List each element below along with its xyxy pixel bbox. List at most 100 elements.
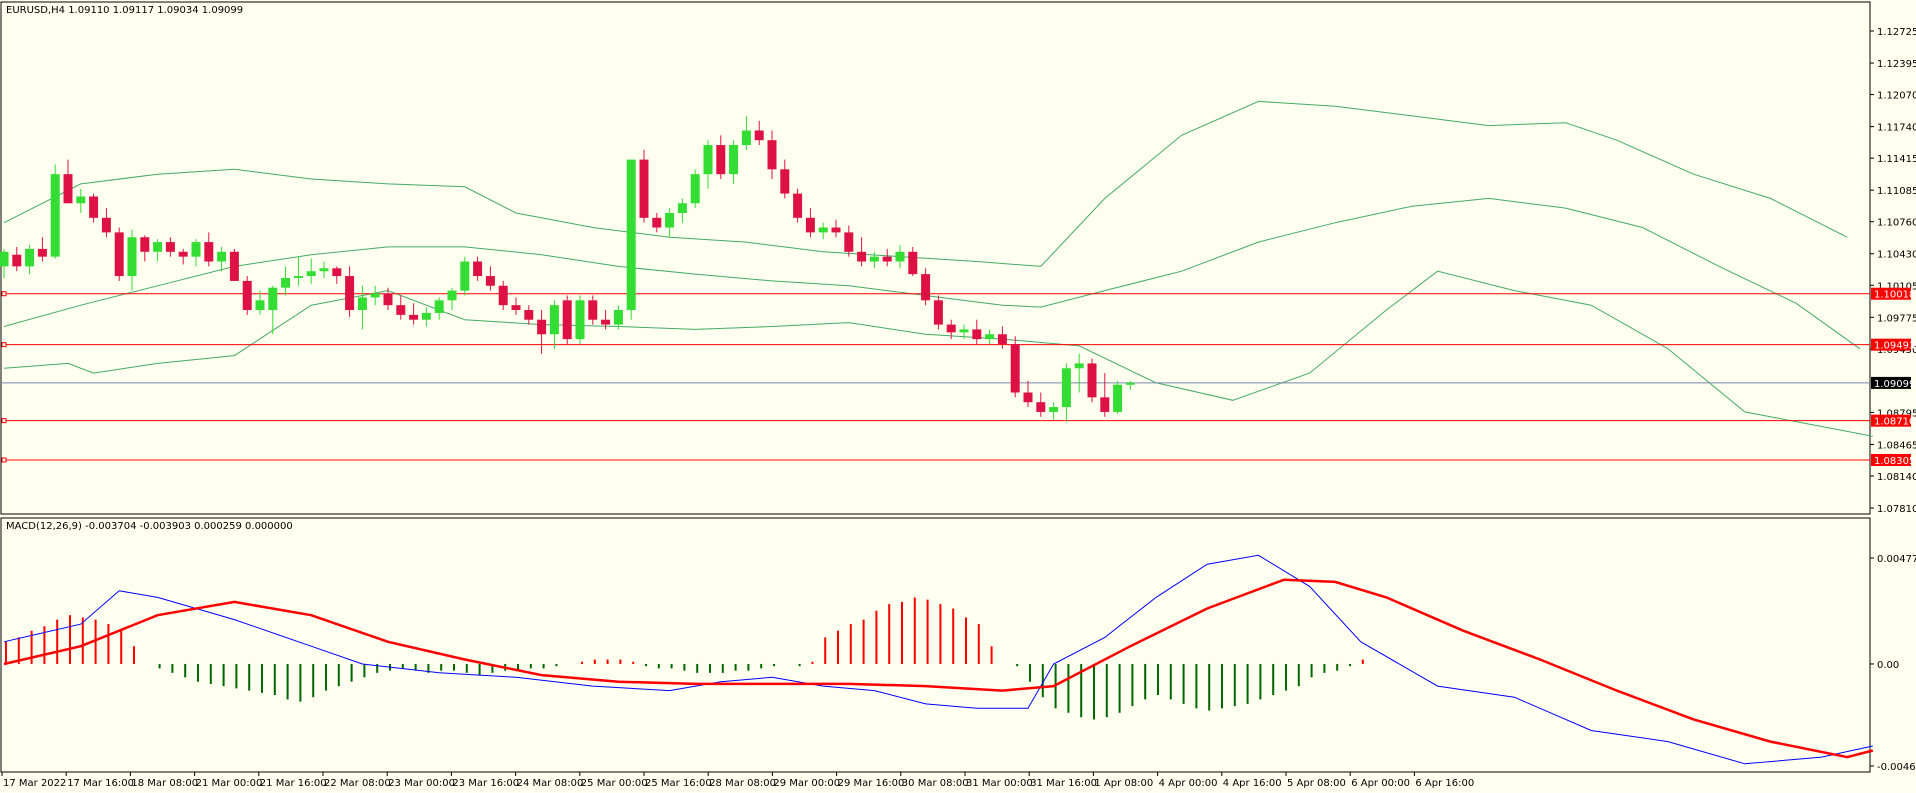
- candle-bullish: [1049, 407, 1059, 412]
- candle-bearish: [972, 329, 982, 340]
- level-handle-2: [1, 418, 7, 424]
- candle-bearish: [409, 314, 419, 320]
- time-tick-label: 17 Mar 2022: [3, 778, 66, 789]
- macd-signal-line: [3, 578, 1874, 759]
- macd-tick-label: 0.004779: [1877, 554, 1916, 565]
- candle-bearish: [332, 268, 342, 277]
- candle-bullish: [703, 145, 713, 175]
- time-tick-label: 24 Mar 08:00: [517, 778, 584, 789]
- time-tick-label: 25 Mar 00:00: [581, 778, 648, 789]
- candle-bearish: [229, 251, 239, 281]
- candle-bullish: [690, 174, 700, 204]
- candle-bearish: [793, 193, 803, 218]
- price-tick-label: 1.08465: [1877, 440, 1916, 451]
- candle-bullish: [434, 300, 444, 313]
- level-price-tag-label: 1.08710: [1874, 417, 1915, 428]
- candle-bearish: [639, 159, 649, 218]
- time-tick-label: 29 Mar 16:00: [838, 778, 905, 789]
- level-price-tag-label: 1.09493: [1874, 341, 1915, 352]
- candle-bearish: [524, 310, 534, 320]
- candle-bullish: [626, 159, 636, 311]
- candle-bearish: [1010, 343, 1020, 393]
- time-tick-label: 6 Apr 00:00: [1351, 778, 1410, 789]
- candle-bullish: [293, 276, 303, 278]
- level-price-tag: [1871, 287, 1911, 300]
- candle-bearish: [882, 256, 892, 262]
- candle-bearish: [345, 276, 355, 311]
- candle-bullish: [575, 300, 585, 340]
- candle-bearish: [1100, 397, 1110, 412]
- macd-indicator: [3, 554, 1874, 765]
- candle-bearish: [12, 254, 22, 267]
- candle-bullish: [959, 329, 969, 333]
- candle-bearish: [37, 248, 47, 257]
- candle-bearish: [204, 242, 214, 262]
- level-price-tag-label: 1.08305: [1874, 456, 1915, 467]
- candle-bearish: [562, 300, 572, 340]
- candle-bearish: [716, 145, 726, 175]
- level-handle-0: [1, 291, 7, 297]
- candle-bullish: [460, 261, 470, 291]
- candle-bearish: [242, 280, 252, 311]
- candle-bullish: [370, 293, 380, 298]
- candle-bearish: [114, 232, 124, 277]
- macd-main-line: [3, 554, 1873, 765]
- candle-bullish: [153, 242, 163, 252]
- level-price-tag-label: 1.10018: [1874, 290, 1915, 301]
- candle-bearish: [1036, 402, 1046, 412]
- candle-bullish: [1074, 363, 1084, 369]
- price-tick-label: 1.10430: [1877, 250, 1916, 261]
- price-tick-label: 1.07810: [1877, 504, 1916, 515]
- candle-bullish: [217, 251, 227, 262]
- bollinger-bands: [3, 100, 1873, 437]
- candle-bearish: [933, 300, 943, 325]
- time-tick-label: 17 Mar 16:00: [67, 778, 134, 789]
- candle-bearish: [89, 196, 99, 218]
- time-tick-label: 31 Mar 00:00: [966, 778, 1033, 789]
- candle-bullish: [255, 300, 265, 311]
- price-tick-label: 1.12395: [1877, 59, 1916, 70]
- candle-bullish: [665, 212, 675, 228]
- candle-bearish: [601, 319, 611, 325]
- candle-bearish: [140, 237, 150, 252]
- candle-bearish: [101, 217, 111, 233]
- candle-bearish: [537, 319, 547, 335]
- candle-bearish: [63, 174, 73, 204]
- candle-bearish: [754, 130, 764, 141]
- time-tick-label: 22 Mar 08:00: [324, 778, 391, 789]
- macd-axis: 0.004779 0.00 -0.004601: [1870, 554, 1916, 773]
- macd-panel[interactable]: [0, 517, 1871, 773]
- price-tick-label: 1.12725: [1877, 27, 1916, 38]
- price-tick-label: 1.08795: [1877, 408, 1916, 419]
- horizontal-levels[interactable]: [1, 291, 1870, 463]
- candle-bullish: [549, 305, 559, 335]
- macd-tick-label: 0.00: [1877, 660, 1899, 671]
- candle-bullish: [421, 312, 431, 320]
- candle-bullish: [447, 290, 457, 301]
- price-tick-label: 1.11740: [1877, 123, 1916, 134]
- candle-bullish: [319, 268, 329, 272]
- price-tick-label: 1.10105: [1877, 281, 1916, 292]
- price-axis: 1.12725 1.12395 1.12070 1.11740 1.11415 1.110…: [1870, 27, 1916, 515]
- symbol-info: EURUSD,H4 1.09110 1.09117 1.09034 1.0909…: [6, 5, 243, 16]
- candle-bullish: [50, 174, 60, 257]
- candle-bullish: [76, 196, 86, 204]
- time-tick-label: 4 Apr 00:00: [1159, 778, 1218, 789]
- candle-bearish: [921, 274, 931, 301]
- candle-bullish: [0, 251, 9, 267]
- time-tick-label: 4 Apr 16:00: [1223, 778, 1282, 789]
- bollinger-upper-line: [3, 100, 1848, 267]
- price-tick-label: 1.11085: [1877, 186, 1916, 197]
- candle-bullish: [677, 203, 687, 213]
- time-tick-label: 21 Mar 00:00: [196, 778, 263, 789]
- macd-info: MACD(12,26,9) -0.003704 -0.003903 0.0002…: [6, 521, 293, 532]
- candle-bullish: [1113, 384, 1123, 412]
- time-tick-label: 23 Mar 16:00: [452, 778, 519, 789]
- bollinger-middle-line: [3, 197, 1861, 350]
- candle-bullish: [191, 242, 201, 257]
- candle-bullish: [281, 277, 291, 288]
- candle-bullish: [306, 271, 316, 277]
- candle-bearish: [498, 285, 508, 306]
- price-tick-label: 1.08140: [1877, 472, 1916, 483]
